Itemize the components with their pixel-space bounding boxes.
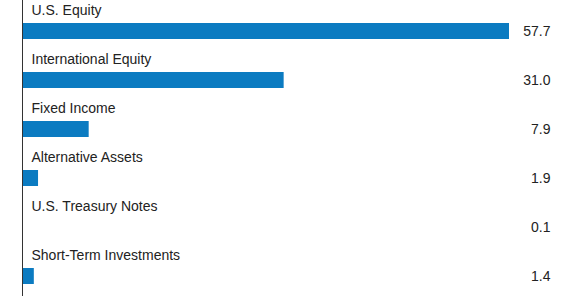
svg-text:0.1: 0.1 [531, 219, 551, 235]
svg-text:1.9: 1.9 [531, 170, 551, 186]
svg-text:Short-Term Investments: Short-Term Investments [32, 247, 181, 263]
svg-text:U.S. Equity: U.S. Equity [32, 2, 102, 18]
svg-text:U.S. Treasury Notes: U.S. Treasury Notes [32, 198, 158, 214]
svg-text:7.9: 7.9 [531, 121, 551, 137]
svg-text:57.7: 57.7 [523, 23, 550, 39]
svg-text:Alternative Assets: Alternative Assets [32, 149, 143, 165]
svg-text:1.4: 1.4 [531, 268, 551, 284]
svg-text:31.0: 31.0 [523, 72, 550, 88]
svg-text:Fixed Income: Fixed Income [32, 100, 116, 116]
svg-text:International Equity: International Equity [32, 51, 152, 67]
